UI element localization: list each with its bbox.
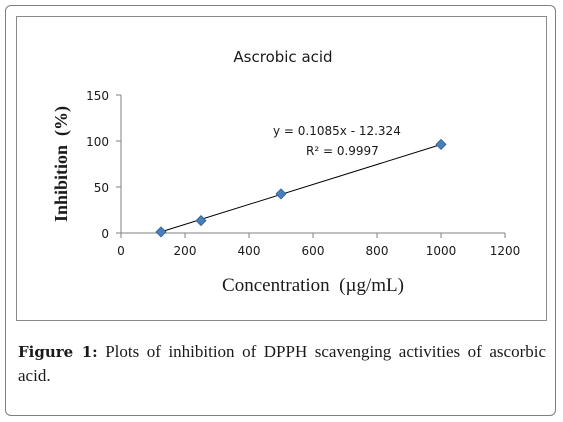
x-axis-label: Concentration (µg/mL)	[222, 275, 404, 296]
data-point-diamond	[155, 226, 167, 238]
y-axis-label: Inhibition (%)	[51, 106, 72, 222]
x-tick-label: 400	[238, 244, 261, 258]
data-point-diamond	[435, 138, 447, 150]
figure-label: Figure 1:	[18, 343, 98, 361]
x-tick-label: 1000	[426, 244, 457, 258]
r-squared-label: R² = 0.9997	[306, 144, 379, 158]
chart-area: Ascrobic acid 0 200 400 600 800 1000 1200 0 50 10…	[16, 16, 547, 321]
figure-frame	[5, 5, 556, 416]
trendline-group	[160, 144, 442, 233]
x-tick-label: 0	[117, 244, 125, 258]
x-tick-label: 1200	[490, 244, 521, 258]
x-tick-label: 600	[302, 244, 325, 258]
y-tick-label: 0	[101, 227, 109, 241]
y-tick-label: 100	[86, 135, 109, 149]
chart-svg: Ascrobic acid 0 200 400 600 800 1000 1200 0 50 10…	[51, 48, 520, 296]
y-tick-label: 50	[94, 181, 109, 195]
ticks: 0 200 400 600 800 1000 1200 0 50 100 150	[86, 89, 520, 258]
x-tick-label: 200	[174, 244, 197, 258]
data-point-diamond	[275, 188, 287, 200]
data-point-diamond	[195, 215, 207, 227]
chart-title: Ascrobic acid	[233, 48, 332, 66]
x-tick-label: 800	[366, 244, 389, 258]
caption-text: Plots of inhibition of DPPH scavenging a…	[18, 342, 546, 385]
figure-caption: Figure 1: Plots of inhibition of DPPH sc…	[18, 340, 546, 388]
axes	[120, 95, 505, 234]
trendline-equation: y = 0.1085x - 12.324	[273, 124, 401, 138]
data-points	[155, 138, 447, 238]
trendline	[160, 144, 442, 233]
y-tick-label: 150	[86, 89, 109, 103]
